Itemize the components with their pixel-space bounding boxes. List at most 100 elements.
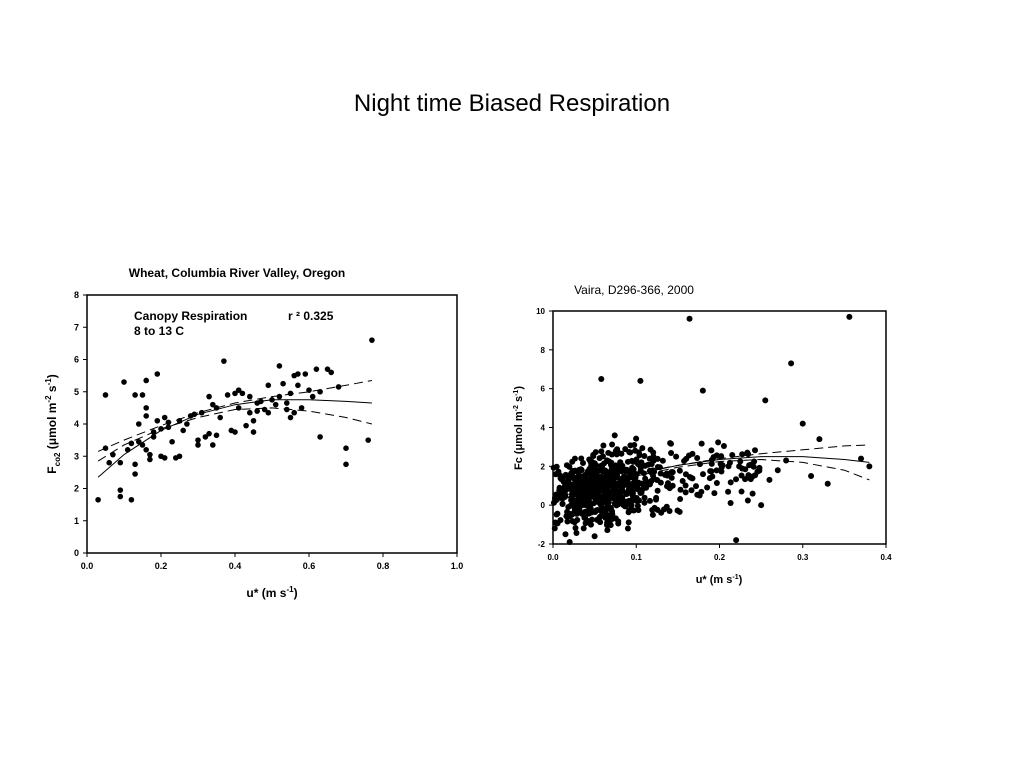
data-point [117, 487, 124, 493]
data-point [614, 468, 621, 475]
data-point [551, 525, 558, 532]
data-point [198, 409, 205, 416]
y-tick-label: -2 [538, 540, 546, 549]
data-point [154, 371, 161, 377]
data-point [682, 489, 689, 496]
data-point [291, 409, 298, 416]
data-point [247, 409, 253, 416]
data-point [143, 413, 149, 419]
data-point [566, 539, 573, 546]
data-point [165, 419, 172, 426]
data-point [276, 393, 283, 400]
data-point [158, 426, 164, 432]
data-point [232, 429, 238, 435]
data-point [221, 358, 227, 364]
data-point [615, 482, 622, 489]
data-point [335, 384, 342, 390]
data-point [95, 496, 101, 503]
y-tick-label: 6 [541, 385, 546, 394]
data-point [648, 461, 655, 468]
x-tick-label: 0.2 [714, 553, 726, 562]
data-point [636, 497, 643, 504]
data-point [161, 455, 168, 461]
data-point [147, 456, 153, 463]
data-point [788, 360, 795, 367]
data-point [604, 484, 611, 491]
data-point [557, 472, 564, 479]
data-point [708, 447, 715, 454]
data-point [715, 439, 722, 446]
data-point [161, 414, 168, 421]
data-point [213, 432, 220, 439]
data-point [846, 313, 853, 320]
data-point [681, 457, 688, 464]
data-point [635, 507, 642, 514]
data-point [150, 434, 157, 440]
data-point [739, 451, 746, 458]
data-point [247, 393, 253, 400]
x-tick-label: 0.3 [797, 553, 809, 562]
y-tick-label: 4 [541, 424, 546, 433]
data-point [195, 442, 201, 448]
data-point [639, 486, 646, 493]
data-point [699, 471, 706, 478]
y-tick-label: 0 [74, 548, 79, 558]
data-point [128, 496, 135, 503]
data-point [646, 455, 653, 462]
data-point [328, 369, 335, 376]
data-point [136, 421, 142, 427]
data-point [580, 525, 587, 532]
data-point [682, 482, 689, 489]
data-point [147, 451, 153, 458]
data-point [641, 494, 648, 501]
data-point [744, 497, 751, 504]
y-tick-label: 2 [74, 484, 79, 494]
data-point [682, 471, 689, 478]
vaira-respiration-chart: Vaira, D296-366, 2000 0.0 0.1 0.2 0.3 0.4 -2 0… [513, 283, 892, 586]
data-point [649, 511, 656, 518]
data-point [674, 507, 681, 514]
data-point [309, 393, 316, 400]
y-tick-label: 5 [74, 387, 79, 397]
x-tick-label: 1.0 [451, 561, 464, 571]
data-point [727, 499, 734, 506]
data-point [604, 527, 611, 534]
data-point [654, 476, 661, 483]
data-point [284, 406, 290, 413]
data-point [596, 466, 603, 473]
data-point [708, 460, 715, 467]
data-point [588, 516, 595, 523]
y-tick-label: 10 [536, 307, 545, 316]
confidence-band-curve [552, 458, 870, 504]
data-point [210, 442, 216, 448]
data-point [611, 432, 618, 439]
data-point [607, 490, 614, 497]
data-point [654, 506, 661, 513]
data-point [641, 499, 648, 506]
data-point [235, 387, 242, 393]
x-tick-label: 0.1 [631, 553, 643, 562]
data-point [265, 382, 272, 389]
data-point [601, 468, 608, 475]
y-tick-label: 2 [541, 462, 546, 471]
data-point [572, 525, 579, 532]
data-point [650, 449, 657, 456]
data-point [132, 471, 138, 477]
data-point [568, 470, 575, 477]
data-point [552, 519, 559, 526]
data-point [588, 509, 595, 516]
y-axis-label: Fc (μmol m-2 s-1) [513, 386, 525, 470]
data-point [594, 506, 601, 513]
data-point [676, 467, 683, 474]
data-point [657, 470, 664, 477]
data-point [766, 476, 773, 483]
data-point [258, 398, 264, 405]
data-point [738, 472, 745, 479]
data-point [866, 463, 873, 470]
y-tick-label: 8 [541, 346, 546, 355]
data-point [679, 477, 686, 484]
data-point [628, 481, 635, 488]
data-point [758, 502, 765, 509]
data-point [824, 480, 831, 487]
data-point [567, 502, 574, 509]
